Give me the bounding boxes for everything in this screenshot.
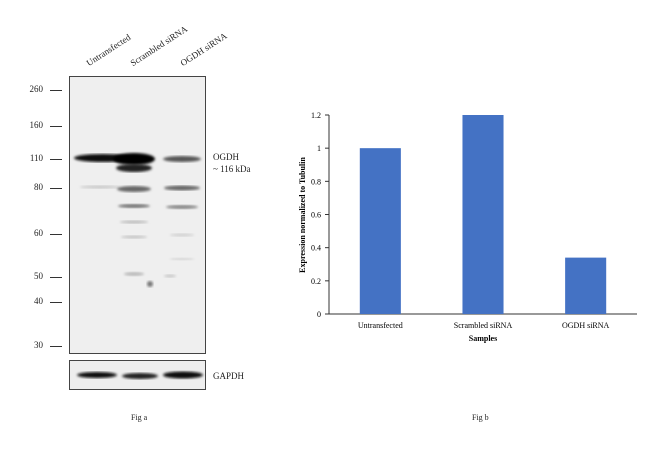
mw-marker-60: 60 [34, 228, 43, 238]
band-80-scrambled [117, 186, 151, 192]
mw-tick [50, 277, 62, 278]
band-faint-3 [170, 233, 194, 237]
band-gapdh-untransfected [77, 372, 117, 378]
band-80-knockdown [164, 185, 200, 191]
mw-marker-260: 260 [29, 84, 44, 94]
gapdh-bands [77, 371, 203, 379]
y-tick-label: 0.2 [311, 277, 321, 286]
blot-main-panel [69, 76, 206, 354]
blot-gapdh-panel [69, 360, 206, 390]
x-tick-label: Untransfected [358, 321, 403, 330]
y-tick-label: 0.6 [311, 211, 321, 220]
mw-marker-40: 40 [34, 296, 43, 306]
figure-a-caption: Fig a [131, 413, 148, 422]
bar-untransfected [359, 148, 401, 314]
band-faint-2 [121, 235, 147, 239]
mw-marker-30: 30 [34, 340, 43, 350]
lane-label-untransfected: Untransfected [84, 32, 133, 68]
lane-label-ogdh-sirna: OGDH siRNA [178, 30, 229, 68]
x-tick-label: OGDH siRNA [562, 321, 610, 330]
blot-bands [74, 153, 201, 287]
target-size-label: ~ 116 kDa [213, 164, 251, 174]
x-axis-title: Samples [469, 334, 497, 343]
band-80-untransfected [80, 185, 120, 189]
y-tick-label: 0 [317, 310, 321, 319]
y-tick-label: 0.4 [311, 244, 321, 253]
loading-control-label: GAPDH [213, 371, 245, 381]
bar-scrambled-sirna [462, 115, 504, 314]
mw-tick [50, 346, 62, 347]
y-tick-label: 0.8 [311, 177, 321, 186]
band-faint-4 [124, 272, 144, 276]
band-ogdh-scrambled [113, 153, 155, 165]
band-gapdh-scrambled [122, 373, 158, 379]
bar-chart: 0 0.2 0.4 0.6 0.8 1 1.2 Untransfected Scrambled… [298, 111, 637, 343]
band-70-scrambled [118, 204, 150, 208]
mw-tick [50, 126, 62, 127]
band-gapdh-knockdown [163, 371, 203, 379]
band-faint-7 [170, 257, 194, 261]
mw-marker-50: 50 [34, 271, 43, 281]
mw-marker-80: 80 [34, 182, 43, 192]
mw-tick [50, 159, 62, 160]
band-ogdh-scrambled-lower [116, 164, 152, 172]
mw-tick [50, 188, 62, 189]
y-axis-title: Expression normalized to Tubulin [298, 157, 307, 273]
y-tick-label: 1 [317, 144, 321, 153]
band-faint-6 [164, 274, 176, 278]
mw-marker-160: 160 [29, 120, 44, 130]
band-70-knockdown [166, 205, 198, 209]
mw-tick [50, 234, 62, 235]
x-tick-label: Scrambled siRNA [454, 321, 513, 330]
y-tick-label: 1.2 [311, 111, 321, 120]
band-ogdh-knockdown [163, 156, 201, 162]
mw-tick [50, 90, 62, 91]
target-label: OGDH [213, 152, 239, 162]
mw-marker-110: 110 [29, 153, 43, 163]
band-faint-5 [147, 281, 153, 287]
mw-tick [50, 302, 62, 303]
bar-ogdh-sirna [565, 257, 607, 314]
band-faint-1 [120, 220, 148, 224]
figure-b-caption: Fig b [472, 413, 489, 422]
